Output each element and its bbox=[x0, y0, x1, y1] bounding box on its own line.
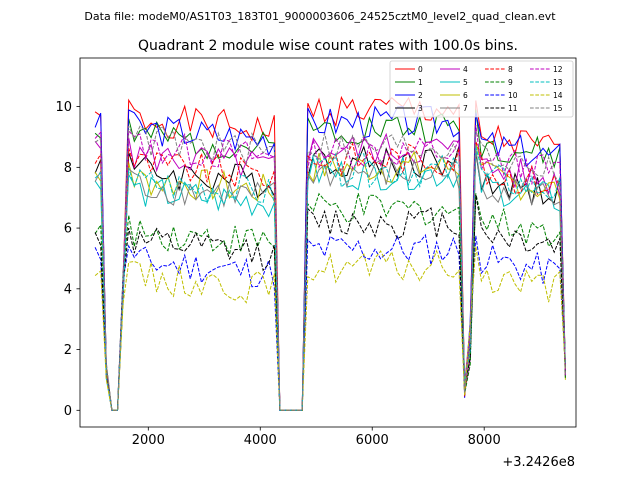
series-line-7 bbox=[94, 150, 566, 411]
series-line-1 bbox=[94, 109, 566, 411]
legend-box bbox=[389, 60, 574, 118]
legend-label-11: 11 bbox=[508, 104, 518, 113]
series-line-11 bbox=[94, 194, 566, 411]
y-tick-label: 8 bbox=[64, 161, 72, 176]
series-line-13 bbox=[94, 146, 566, 411]
series-line-4 bbox=[94, 132, 566, 411]
legend-label-3: 3 bbox=[418, 104, 423, 113]
legend-label-7: 7 bbox=[463, 104, 468, 113]
legend-label-9: 9 bbox=[508, 78, 513, 87]
x-tick-label: 4000 bbox=[244, 433, 277, 448]
legend-label-0: 0 bbox=[418, 65, 423, 74]
legend-label-14: 14 bbox=[553, 91, 563, 100]
axes-frame bbox=[79, 57, 577, 428]
x-tick-label: 6000 bbox=[356, 433, 389, 448]
series-line-12 bbox=[94, 124, 566, 411]
chart-suptitle: Data file: modeM0/AS1T03_183T01_90000036… bbox=[84, 10, 556, 23]
series-line-6 bbox=[94, 141, 566, 411]
legend-label-2: 2 bbox=[418, 91, 423, 100]
legend-label-5: 5 bbox=[463, 78, 468, 87]
y-tick-label: 10 bbox=[55, 100, 72, 115]
x-tick-label: 8000 bbox=[468, 433, 501, 448]
legend-label-1: 1 bbox=[418, 78, 423, 87]
legend-label-6: 6 bbox=[463, 91, 468, 100]
series-line-10 bbox=[94, 233, 566, 411]
series-line-2 bbox=[94, 105, 566, 411]
x-axis-offset-label: +3.2426e8 bbox=[502, 455, 575, 470]
series-line-8 bbox=[94, 141, 566, 411]
chart-title: Quadrant 2 module wise count rates with … bbox=[138, 38, 518, 54]
legend-label-8: 8 bbox=[508, 65, 513, 74]
series-lines bbox=[94, 95, 566, 411]
legend-label-13: 13 bbox=[553, 78, 563, 87]
series-line-9 bbox=[94, 192, 566, 411]
plot-area bbox=[79, 57, 577, 428]
legend-label-15: 15 bbox=[553, 104, 563, 113]
y-axis: 0 2 4 6 8 10 bbox=[55, 100, 80, 419]
y-tick-label: 4 bbox=[64, 282, 72, 297]
legend-label-12: 12 bbox=[553, 65, 563, 74]
x-tick-label: 2000 bbox=[132, 433, 165, 448]
y-tick-label: 6 bbox=[64, 222, 72, 237]
series-line-5 bbox=[94, 147, 566, 411]
legend-label-4: 4 bbox=[463, 65, 468, 74]
series-line-15 bbox=[94, 125, 566, 411]
y-tick-label: 0 bbox=[64, 404, 72, 419]
legend-label-10: 10 bbox=[508, 91, 518, 100]
x-axis: 2000 4000 6000 8000 bbox=[132, 427, 501, 448]
series-line-14 bbox=[94, 246, 566, 411]
y-tick-label: 2 bbox=[64, 343, 72, 358]
